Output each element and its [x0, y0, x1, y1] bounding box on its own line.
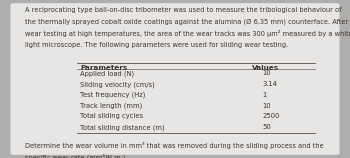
Text: Parameters: Parameters — [80, 65, 128, 71]
Text: Total sliding cycles: Total sliding cycles — [80, 113, 144, 119]
Text: 10: 10 — [262, 70, 271, 76]
Text: specific wear rate (mm³/N.m.).: specific wear rate (mm³/N.m.). — [25, 154, 127, 158]
Text: 1: 1 — [262, 92, 267, 98]
Text: wear testing at high temperatures, the area of the wear tracks was 300 μm² measu: wear testing at high temperatures, the a… — [25, 30, 350, 37]
Text: A reciprocating type ball-on-disc tribometer was used to measure the tribologica: A reciprocating type ball-on-disc tribom… — [25, 7, 341, 13]
Text: 50: 50 — [262, 124, 271, 130]
Text: Values: Values — [252, 65, 279, 71]
Text: Sliding velocity (cm/s): Sliding velocity (cm/s) — [80, 81, 155, 88]
Text: Determine the wear volume in mm³ that was removed during the sliding process and: Determine the wear volume in mm³ that wa… — [25, 142, 323, 149]
Text: 2500: 2500 — [262, 113, 280, 119]
Text: 3.14: 3.14 — [262, 81, 278, 87]
Text: Test frequency (Hz): Test frequency (Hz) — [80, 92, 146, 98]
Text: light microscope. The following parameters were used for sliding wear testing.: light microscope. The following paramete… — [25, 42, 288, 48]
Text: Applied load (N): Applied load (N) — [80, 70, 135, 77]
Text: 10: 10 — [262, 103, 271, 109]
Text: Total sliding distance (m): Total sliding distance (m) — [80, 124, 165, 131]
Text: Track length (mm): Track length (mm) — [80, 103, 143, 109]
Text: the thermally sprayed cobalt oxide coatings against the alumina (Ø 6.35 mm) coun: the thermally sprayed cobalt oxide coati… — [25, 19, 348, 25]
